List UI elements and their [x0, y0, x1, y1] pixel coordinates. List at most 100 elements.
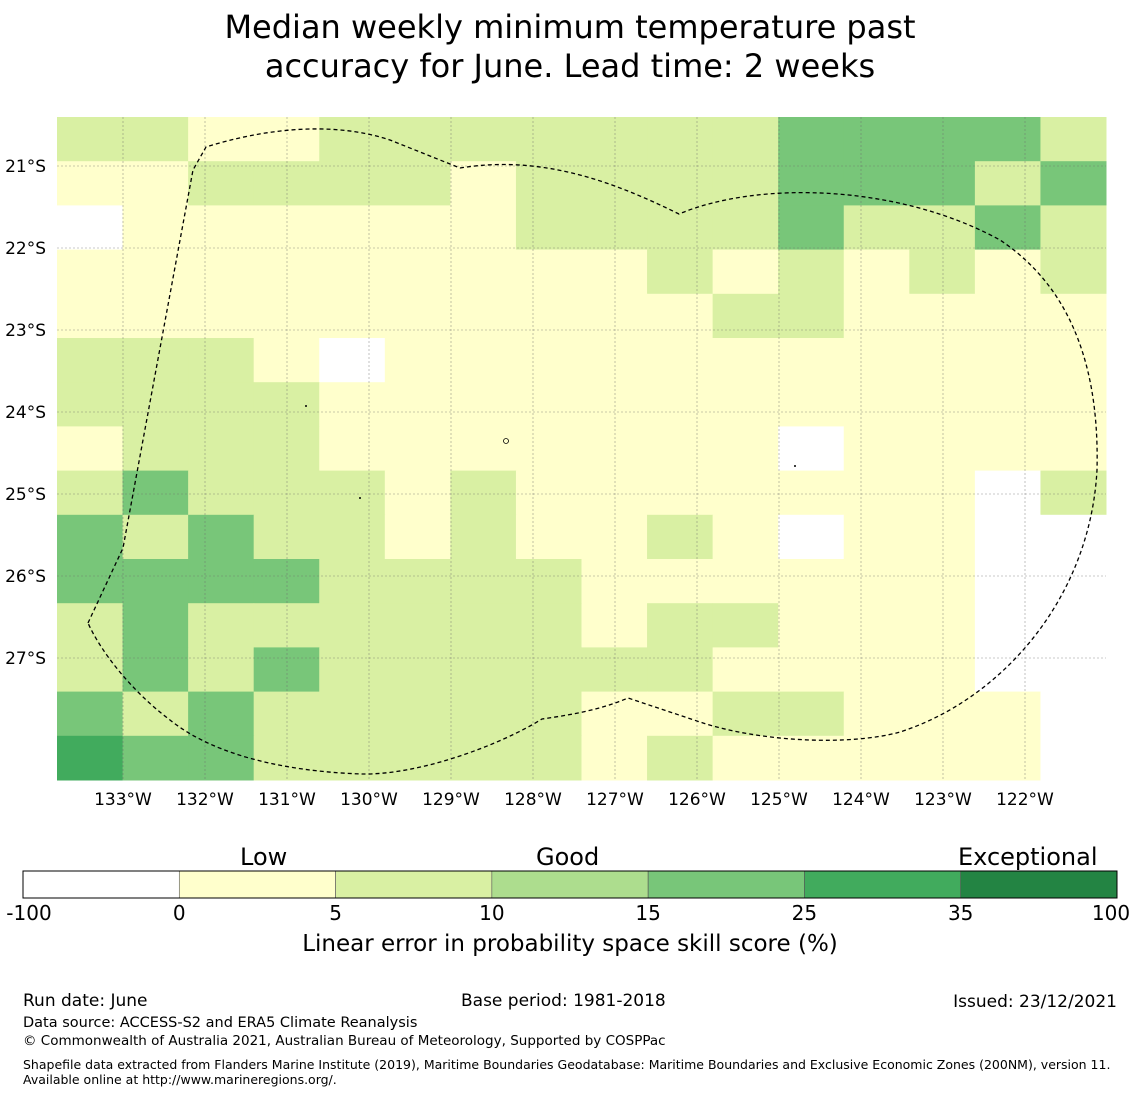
colorbar-swatch	[960, 870, 1118, 899]
grid-cell	[1040, 559, 1107, 604]
grid-cell	[122, 117, 189, 162]
copyright: © Commonwealth of Australia 2021, Austra…	[23, 1033, 666, 1049]
grid-cell	[122, 382, 189, 427]
grid-cell	[122, 293, 189, 339]
grid-cell	[1040, 603, 1107, 648]
grid-cell	[384, 603, 451, 648]
grid-cell	[909, 293, 976, 339]
grid-cell	[778, 559, 845, 604]
grid-cell	[57, 735, 124, 781]
grid-cell	[647, 338, 714, 383]
grid-cell	[581, 470, 648, 516]
grid-cell	[1040, 161, 1107, 206]
grid-cell	[647, 249, 714, 295]
grid-cell	[581, 249, 648, 295]
grid-cell	[1040, 249, 1107, 295]
grid-cell	[450, 117, 517, 162]
longitude-label: 128°W	[504, 790, 562, 810]
grid-cell	[188, 338, 255, 383]
grid-cell	[188, 161, 255, 206]
grid-cell	[974, 514, 1041, 560]
grid-cell	[188, 603, 255, 648]
grid-cell	[581, 691, 648, 737]
axis-labels: 133°W 132°W 131°W 130°W 129°W 128°W 127°W 126°W…	[5, 157, 1054, 810]
grid-cell	[319, 470, 386, 516]
grid-cell	[974, 426, 1041, 472]
grid-cell	[1040, 117, 1107, 162]
island-marker	[359, 497, 361, 499]
grid-cell	[319, 426, 386, 472]
grid-cell	[384, 470, 451, 516]
grid-cell	[515, 735, 582, 781]
grid-cell	[515, 293, 582, 339]
grid-cell	[1040, 647, 1107, 693]
grid-cell	[450, 382, 517, 427]
grid-cell	[57, 470, 124, 516]
grid-cell	[384, 205, 451, 251]
grid-cell	[384, 382, 451, 427]
grid-cell	[515, 691, 582, 737]
grid-cell	[712, 205, 779, 251]
grid-cell	[319, 338, 386, 383]
grid-cell	[843, 691, 910, 737]
grid-cell	[57, 426, 124, 472]
grid-cell	[515, 338, 582, 383]
grid-cell	[319, 691, 386, 737]
grid-cell	[319, 514, 386, 560]
category-good: Good	[536, 843, 600, 871]
grid-cell	[581, 559, 648, 604]
grid-cell	[974, 603, 1041, 648]
grid-cell	[647, 735, 714, 781]
grid-cell	[843, 514, 910, 560]
grid-cell	[909, 514, 976, 560]
grid-cell	[712, 470, 779, 516]
latitude-label: 24°S	[5, 403, 46, 423]
grid-cell	[581, 338, 648, 383]
colorbar-swatch	[178, 870, 336, 899]
grid-cell	[581, 426, 648, 472]
grid-cell	[57, 338, 124, 383]
grid-cell	[253, 338, 320, 383]
eez-boundary	[87, 128, 1098, 775]
grid-cell	[450, 691, 517, 737]
grid-cell	[909, 249, 976, 295]
grid-cell	[1040, 338, 1107, 383]
grid-cell	[647, 603, 714, 648]
grid-cell	[712, 691, 779, 737]
grid-cell	[188, 691, 255, 737]
grid-cell	[778, 249, 845, 295]
grid-cell	[515, 514, 582, 560]
longitude-label: 125°W	[750, 790, 808, 810]
grid-cell	[384, 426, 451, 472]
grid-cell	[647, 470, 714, 516]
grid-cell	[122, 249, 189, 295]
colorbar-tick-label: 25	[791, 901, 818, 925]
grid-cell	[253, 382, 320, 427]
grid-cell	[909, 470, 976, 516]
grid-cell	[450, 338, 517, 383]
grid-cell	[909, 205, 976, 251]
grid-cell	[909, 647, 976, 693]
grid-cell	[581, 735, 648, 781]
grid-cell	[974, 382, 1041, 427]
grid-cell	[57, 647, 124, 693]
island-marker	[794, 465, 796, 467]
grid-cell	[974, 559, 1041, 604]
grid-cell	[515, 470, 582, 516]
colorbar-swatch	[647, 870, 805, 899]
latitude-label: 22°S	[5, 239, 46, 259]
grid-cell	[778, 647, 845, 693]
grid-cell	[974, 117, 1041, 162]
grid-cell	[188, 514, 255, 560]
grid-cell	[974, 249, 1041, 295]
grid-cell	[581, 117, 648, 162]
grid-cell	[384, 117, 451, 162]
longitude-label: 131°W	[258, 790, 316, 810]
grid-cell	[57, 293, 124, 339]
grid-cell	[843, 603, 910, 648]
grid-cell	[647, 293, 714, 339]
colorbar-swatch	[335, 870, 493, 899]
grid-cell	[974, 691, 1041, 737]
grid-cell	[450, 205, 517, 251]
grid-cell	[778, 338, 845, 383]
